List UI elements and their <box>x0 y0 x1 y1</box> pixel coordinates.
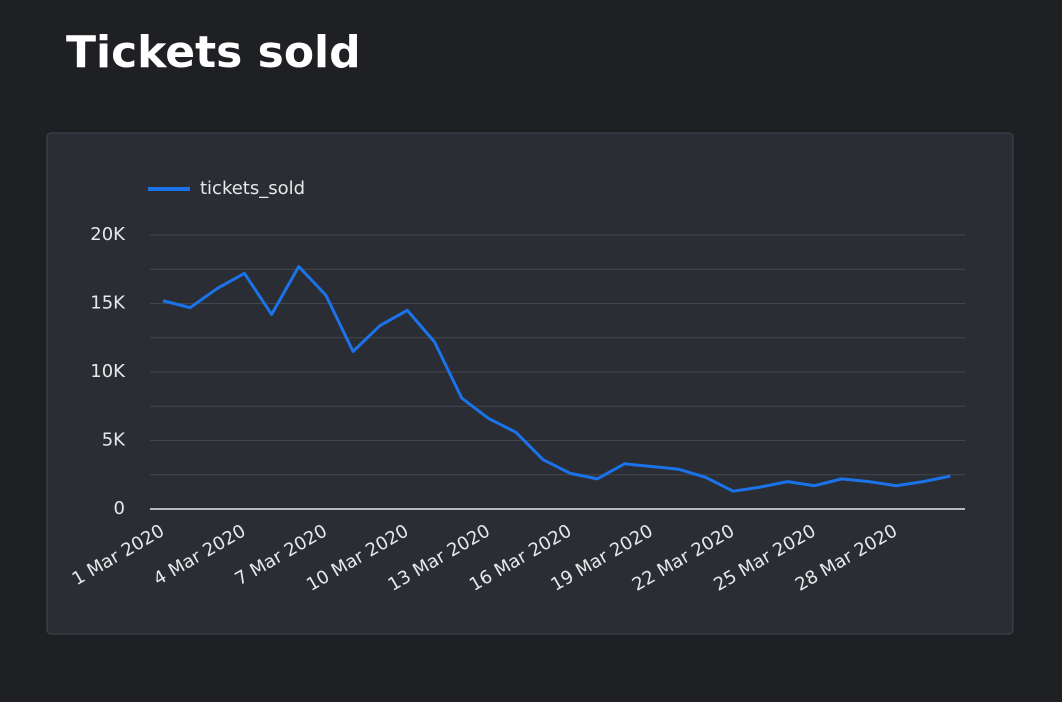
y-tick-label: 20K <box>90 224 126 245</box>
legend-label: tickets_sold <box>200 178 305 199</box>
y-tick-label: 5K <box>102 430 126 451</box>
y-tick-label: 15K <box>90 293 126 314</box>
line <box>162 265 951 493</box>
chart-title: Tickets sold <box>66 27 361 78</box>
y-tick-label: 0 <box>114 498 125 519</box>
y-tick-label: 10K <box>90 361 126 382</box>
